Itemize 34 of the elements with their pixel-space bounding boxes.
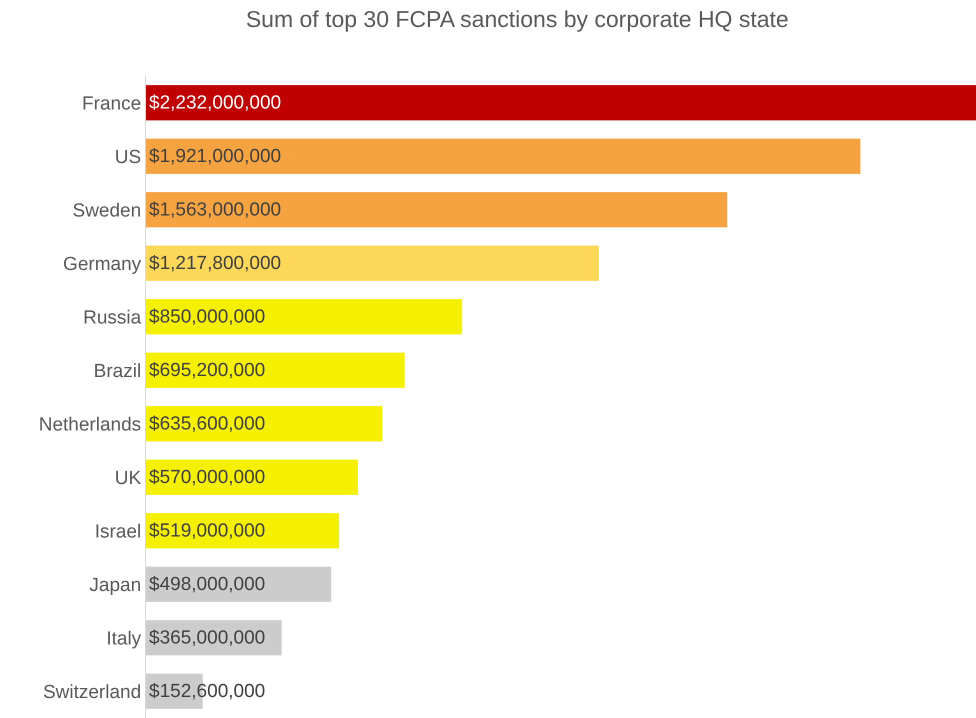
y-tick-label: Russia xyxy=(83,307,142,328)
data-label: $850,000,000 xyxy=(149,306,266,328)
bar xyxy=(146,460,358,495)
y-tick-label: Italy xyxy=(106,628,142,650)
data-label: $635,600,000 xyxy=(149,413,266,434)
y-tick-label: Israel xyxy=(94,521,142,542)
y-tick-label: Brazil xyxy=(94,360,142,382)
data-label: $695,200,000 xyxy=(149,360,266,381)
y-tick-label: Germany xyxy=(63,254,142,275)
data-label: $1,921,000,000 xyxy=(149,146,282,167)
bar xyxy=(146,406,382,442)
bar xyxy=(146,192,728,228)
data-label: $152,600,000 xyxy=(149,680,266,702)
data-label: $2,232,000,000 xyxy=(149,92,282,114)
bar xyxy=(146,513,339,548)
data-label: $1,217,800,000 xyxy=(149,252,282,274)
chart-title: Sum of top 30 FCPA sanctions by corporate HQ state xyxy=(246,6,789,32)
data-label: $570,000,000 xyxy=(149,466,266,488)
data-label: $1,563,000,000 xyxy=(149,199,282,220)
y-tick-label: France xyxy=(82,93,142,114)
y-tick-label: Sweden xyxy=(72,200,142,222)
data-label: $519,000,000 xyxy=(149,520,266,542)
y-tick-label: Switzerland xyxy=(42,682,142,703)
y-tick-label: Japan xyxy=(89,574,142,596)
bar xyxy=(146,138,860,174)
y-tick-label: US xyxy=(114,146,142,168)
bar xyxy=(146,299,462,334)
bar xyxy=(146,85,976,120)
data-label: $498,000,000 xyxy=(149,574,266,595)
y-tick-label: Netherlands xyxy=(38,414,142,436)
bar xyxy=(146,246,599,281)
bar xyxy=(146,352,405,388)
y-tick-label: UK xyxy=(114,468,142,489)
data-label: $365,000,000 xyxy=(149,627,266,648)
